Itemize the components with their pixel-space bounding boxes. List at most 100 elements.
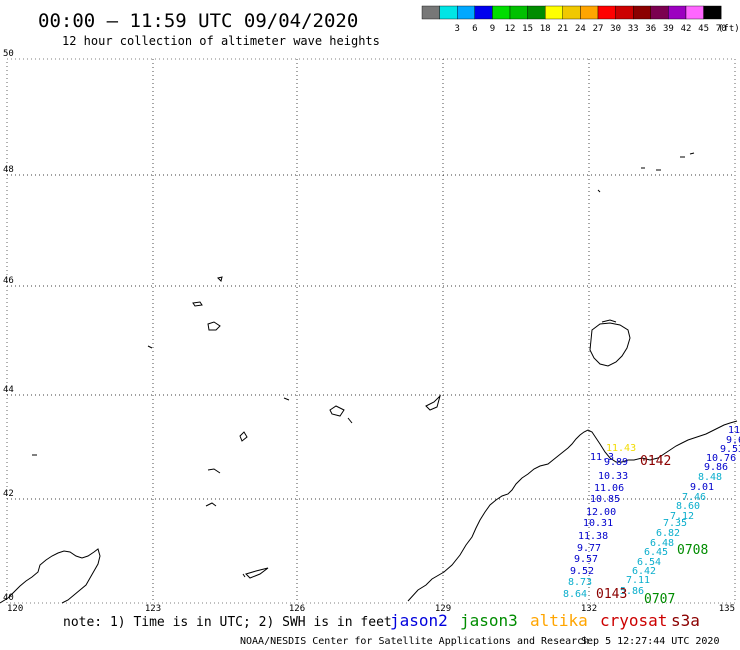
legend-color-swatch (439, 5, 458, 20)
legend-unit-label: (ft) (718, 24, 740, 34)
map-subtitle: 12 hour collection of altimeter wave hei… (62, 34, 380, 48)
satellite-name-jason2: jason2 (390, 611, 448, 630)
legend-color-swatch (492, 5, 511, 20)
latitude-tick-label: 50 (3, 49, 14, 59)
swh-track-label: 6.48 (650, 538, 674, 549)
swh-track-label: 11.06 (594, 483, 624, 494)
coastline-layer (0, 152, 738, 604)
island-small (283, 397, 290, 401)
legend-tick-label: 18 (540, 24, 551, 34)
satellite-name-cryosat: cryosat (600, 611, 667, 630)
latitude-tick-label: 48 (3, 165, 14, 175)
legend-color-swatch (580, 5, 599, 20)
legend-color-swatch (597, 5, 616, 20)
legend-tick-label: 3 (454, 24, 459, 34)
footer-note: note: 1) Time is in UTC; 2) SWH is in fe… (63, 615, 392, 630)
map-frame (6, 58, 736, 604)
swh-track-label: 0707 (644, 592, 675, 607)
legend-color-swatch (650, 5, 669, 20)
island-small (601, 319, 617, 323)
swh-track-label: 10.33 (598, 471, 628, 482)
longitude-tick-label: 132 (581, 604, 597, 614)
legend-color-swatch (527, 5, 546, 20)
legend-tick-label: 21 (557, 24, 568, 34)
swh-track-label: 7.46 (682, 492, 706, 503)
island-small (239, 431, 248, 442)
swh-track-label: 7.11 (626, 575, 650, 586)
swh-track-label: 9.57 (574, 554, 598, 565)
satellite-legend: jason2 jason3 altika cryosat s3a (390, 611, 700, 630)
swh-track-label: 6.42 (632, 566, 656, 577)
legend-color-swatch (562, 5, 581, 20)
legend-color-swatch (509, 5, 528, 20)
swh-track-label: 11 (728, 425, 740, 436)
legend-tick-label: 45 (698, 24, 709, 34)
island-small (425, 394, 441, 411)
legend-tick-label: 70 (716, 24, 727, 34)
longitude-tick-label: 135 (719, 604, 735, 614)
island-small (597, 189, 601, 193)
korea-peninsula-coast (0, 548, 101, 604)
legend-tick-label: 36 (645, 24, 656, 34)
swh-track-label: 10.85 (590, 494, 620, 505)
island-small (147, 345, 153, 349)
legend-color-swatch (703, 5, 722, 20)
longitude-tick-label: 120 (7, 604, 23, 614)
legend-color-swatch (474, 5, 493, 20)
swh-track-label: 7.35 (663, 518, 687, 529)
swh-track-label: 10.76 (706, 453, 736, 464)
latitude-tick-label: 42 (3, 489, 14, 499)
lat-lon-grid (6, 58, 736, 604)
legend-color-swatch (545, 5, 564, 20)
mainland-coastline (407, 420, 738, 602)
satellite-name-s3a: s3a (671, 611, 700, 630)
sakhalin-island (589, 322, 631, 367)
map-title: 00:00 – 11:59 UTC 09/04/2020 (38, 10, 358, 32)
swh-track-label: 9.52 (570, 566, 594, 577)
swh-track-label: 6.82 (656, 528, 680, 539)
legend-tick-label: 24 (575, 24, 586, 34)
swh-track-label: 6.54 (637, 557, 661, 568)
footer-timestamp: Sep 5 12:27:44 UTC 2020 (581, 636, 719, 647)
island-small (245, 567, 269, 579)
swh-track-label: 8.60 (676, 501, 700, 512)
swh-track-label: 8.64 (563, 589, 587, 600)
swh-track-label: 9.89 (604, 457, 628, 468)
latitude-tick-label: 44 (3, 385, 14, 395)
swh-track-label: 11.3 (590, 452, 614, 463)
legend-tick-label: 39 (663, 24, 674, 34)
swh-track-label: 9.01 (690, 482, 714, 493)
swh-track-label: 9.6 (726, 435, 740, 446)
swh-track-label: 10.31 (583, 518, 613, 529)
island-small (207, 468, 221, 474)
legend-tick-label: 33 (628, 24, 639, 34)
legend-color-swatch (421, 5, 440, 20)
swh-track-label: 9.53 (720, 444, 740, 455)
swh-track-label: 9.86 (704, 462, 728, 473)
legend-color-swatch (457, 5, 476, 20)
longitude-tick-label: 129 (435, 604, 451, 614)
island-small (329, 405, 345, 417)
legend-color-swatch (685, 5, 704, 20)
legend-tick-label: 15 (522, 24, 533, 34)
legend-color-swatch (633, 5, 652, 20)
legend-tick-label: 27 (593, 24, 604, 34)
swh-track-label: 8.73 (568, 577, 592, 588)
satellite-name-altika: altika (530, 611, 588, 630)
latitude-tick-label: 46 (3, 276, 14, 286)
swh-track-label: 6.45 (644, 547, 668, 558)
swh-track-label: 0708 (677, 543, 708, 558)
legend-tick-label: 12 (505, 24, 516, 34)
swh-track-label: 7.12 (670, 511, 694, 522)
island-small (192, 301, 203, 307)
longitude-tick-label: 123 (145, 604, 161, 614)
island-small (689, 152, 695, 155)
footer-credit: NOAA/NESDIS Center for Satellite Applica… (240, 636, 589, 647)
legend-tick-label: 30 (610, 24, 621, 34)
legend-color-swatch (615, 5, 634, 20)
swh-track-label: 12.00 (586, 507, 616, 518)
swh-track-label: 5.86 (620, 586, 644, 597)
